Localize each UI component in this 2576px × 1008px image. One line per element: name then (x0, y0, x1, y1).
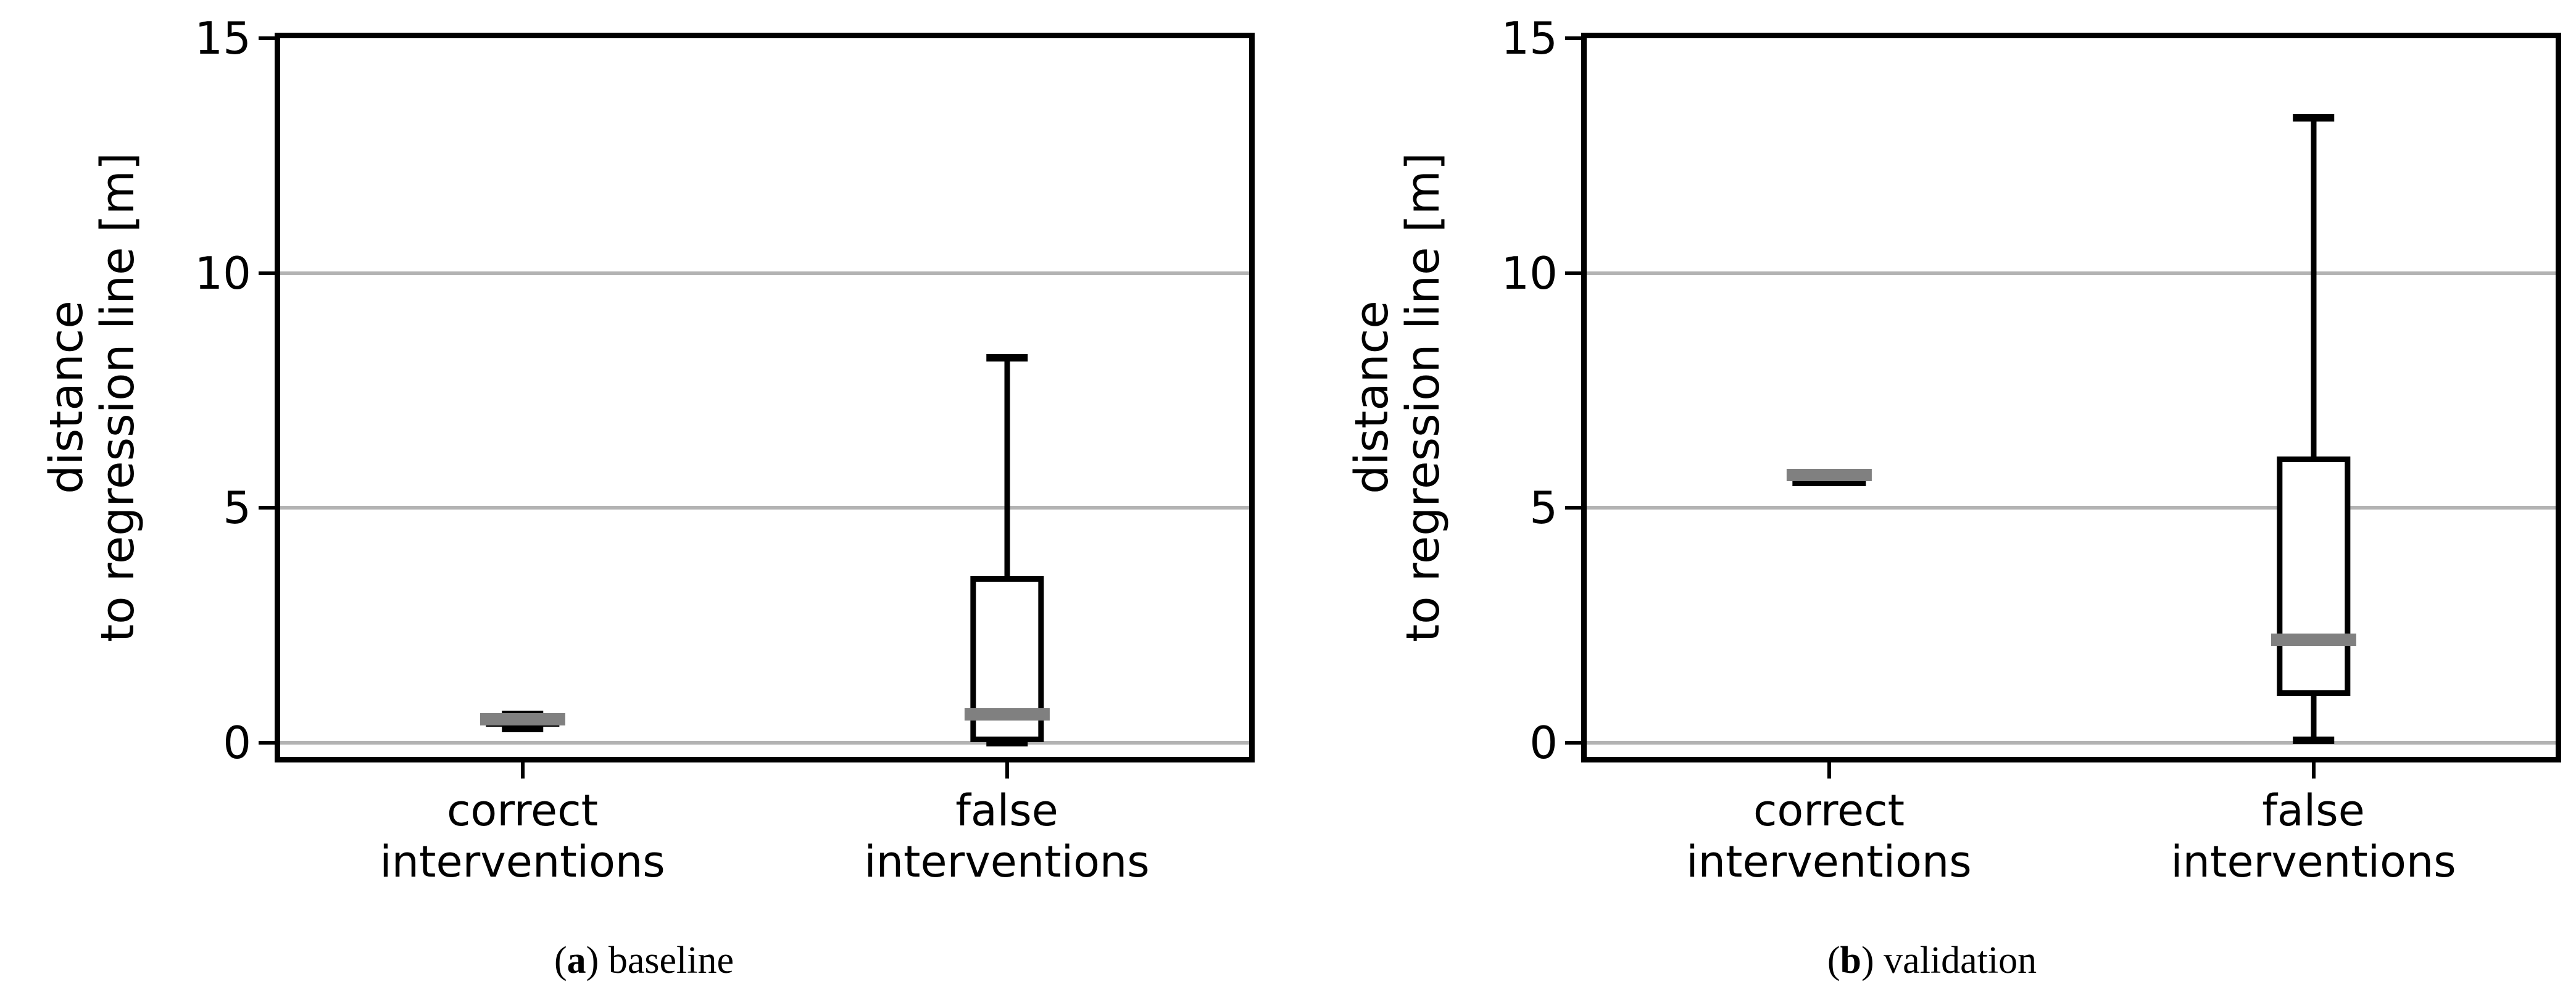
upper-whisker (1004, 357, 1010, 576)
x-tick-label: correct interventions (380, 785, 665, 887)
x-tick-label: correct interventions (1686, 785, 1972, 887)
y-tick-label: 5 (1529, 482, 1558, 534)
y-axis-label: distance to regression line [m] (40, 152, 144, 642)
y-tick-mark (259, 36, 275, 40)
y-tick-label: 5 (223, 482, 251, 534)
caption-marker-letter: b (1840, 940, 1862, 981)
caption-marker-open: ( (1827, 940, 1840, 981)
caption-marker-close: ) (586, 940, 599, 981)
caption-text: baseline (599, 940, 734, 981)
caption-marker-open: ( (554, 940, 567, 981)
upper-whisker-cap (2292, 114, 2335, 122)
iqr-box (2276, 456, 2351, 696)
gridline (1587, 506, 2556, 510)
y-tick-label: 15 (194, 12, 251, 64)
lower-whisker (2311, 696, 2316, 741)
y-axis-label: distance to regression line [m] (1345, 152, 1450, 642)
gridline (280, 741, 1249, 745)
x-tick-mark (1827, 762, 1831, 779)
y-tick-mark (1565, 36, 1581, 40)
median-line (2271, 633, 2356, 646)
gridline (1587, 271, 2556, 275)
gridline (280, 271, 1249, 275)
y-tick-mark (259, 506, 275, 510)
gridline (1587, 741, 2556, 745)
subplot-validation: distance to regression line [m] 15 10 5 0 co… (1288, 0, 2576, 1008)
y-tick-mark (1565, 271, 1581, 275)
upper-whisker (2311, 118, 2316, 456)
lower-whisker-cap (501, 725, 544, 733)
caption-text: validation (1874, 940, 2037, 981)
caption-marker-close: ) (1861, 940, 1874, 981)
upper-whisker-cap (986, 353, 1028, 361)
y-tick-mark (259, 741, 275, 745)
plot-area-validation: 15 10 5 0 correct interventions false interve… (1501, 12, 2561, 887)
caption-marker-letter: a (567, 940, 586, 981)
y-tick-label: 0 (223, 717, 251, 769)
y-tick-label: 0 (1529, 717, 1558, 769)
plot-area-baseline: 15 10 5 0 correct interventions false interve… (194, 12, 1255, 887)
lower-whisker-cap (2292, 737, 2335, 745)
y-tick-label: 10 (194, 247, 251, 299)
gridline (280, 506, 1249, 510)
subplot-baseline: distance to regression line [m] 15 10 5 0 co… (0, 12, 1288, 983)
x-tick-mark (2311, 762, 2316, 779)
y-tick-label: 10 (1501, 247, 1558, 299)
x-tick-mark (520, 762, 525, 779)
subfigure-caption-b: (b) validation (1288, 939, 2576, 983)
y-tick-label: 15 (1501, 12, 1558, 64)
median-line (480, 713, 565, 726)
subfigure-caption-a: (a) baseline (0, 939, 1288, 983)
y-tick-mark (1565, 741, 1581, 745)
y-tick-mark (1565, 506, 1581, 510)
x-tick-label: false interventions (864, 785, 1150, 887)
median-line (1786, 469, 1872, 482)
x-tick-label: false interventions (2171, 785, 2456, 887)
x-tick-mark (1005, 762, 1009, 779)
median-line (964, 708, 1050, 721)
y-tick-mark (259, 271, 275, 275)
